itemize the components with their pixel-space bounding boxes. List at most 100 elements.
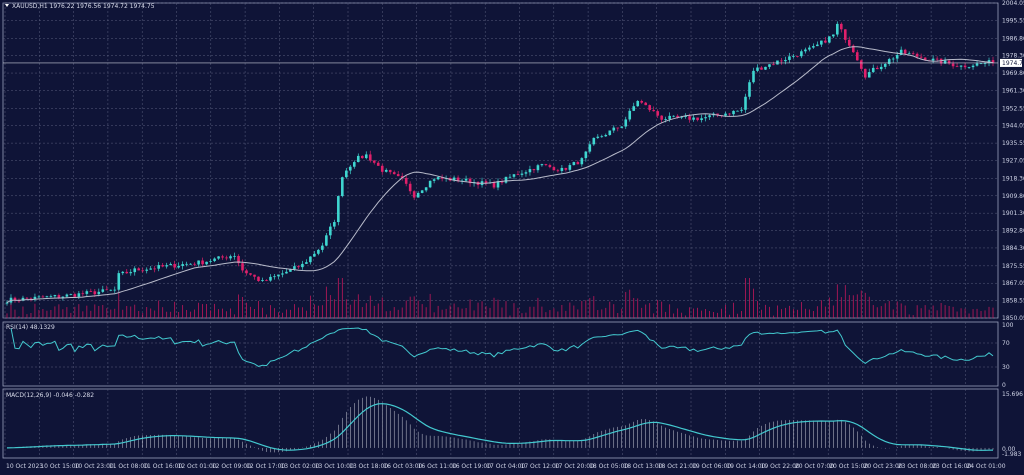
candle-body bbox=[832, 34, 835, 37]
candle-body bbox=[652, 110, 655, 112]
candle-body bbox=[500, 181, 504, 183]
candle-body bbox=[73, 294, 77, 297]
price-tick-label: 2004.05 bbox=[1002, 0, 1024, 7]
candle-body bbox=[285, 271, 288, 274]
candle-body bbox=[329, 226, 332, 236]
candle-body bbox=[684, 116, 687, 118]
candle-body bbox=[113, 289, 117, 291]
price-tick-label: 1875.55 bbox=[1002, 263, 1024, 270]
candle-body bbox=[780, 60, 783, 62]
candle-body bbox=[688, 116, 691, 120]
candle-body bbox=[983, 63, 987, 64]
candle-body bbox=[700, 118, 703, 121]
candle-body bbox=[424, 187, 428, 191]
candle-body bbox=[193, 263, 196, 265]
current-price-tag bbox=[1000, 58, 1022, 67]
candle-body bbox=[205, 261, 208, 265]
candle-body bbox=[277, 274, 280, 277]
candle-body bbox=[388, 169, 392, 173]
candle-body bbox=[692, 117, 695, 120]
candle-body bbox=[101, 289, 105, 292]
candle-body bbox=[440, 177, 444, 179]
candle-body bbox=[341, 177, 344, 197]
candle-body bbox=[556, 170, 560, 172]
candle-body bbox=[524, 172, 528, 174]
candle-body bbox=[321, 245, 324, 250]
candle-body bbox=[516, 174, 520, 176]
candle-body bbox=[468, 178, 472, 184]
time-tick-label: 20 Oct 23:00 bbox=[864, 463, 903, 470]
candle-body bbox=[229, 256, 232, 259]
candle-body bbox=[508, 176, 512, 178]
candle-body bbox=[528, 169, 532, 173]
time-tick-label: 20 Oct 07:00 bbox=[795, 463, 834, 470]
candle-body bbox=[209, 261, 212, 262]
candle-body bbox=[337, 196, 340, 223]
candle-body bbox=[177, 265, 180, 268]
candle-body bbox=[768, 64, 771, 67]
time-tick-label: 13 Oct 02:00 bbox=[280, 463, 319, 470]
candle-body bbox=[37, 296, 41, 298]
candle-body bbox=[17, 300, 21, 302]
price-tick-label: 1892.80 bbox=[1002, 228, 1024, 235]
candle-body bbox=[153, 268, 156, 270]
candle-body bbox=[173, 263, 176, 268]
candle-body bbox=[588, 144, 592, 152]
rsi-tick-label: 0 bbox=[1002, 382, 1006, 389]
candle-body bbox=[185, 263, 188, 265]
candle-body bbox=[931, 58, 935, 61]
candle-body bbox=[724, 113, 727, 116]
rsi-tick-label: 30 bbox=[1002, 364, 1010, 371]
candle-body bbox=[620, 126, 624, 128]
candle-body bbox=[133, 268, 137, 273]
candle-body bbox=[21, 297, 25, 301]
candle-body bbox=[456, 177, 460, 182]
candle-body bbox=[301, 263, 304, 268]
time-tick-label: 20 Oct 15:00 bbox=[829, 463, 868, 470]
candle-body bbox=[955, 66, 959, 68]
candle-body bbox=[496, 181, 500, 188]
candle-body bbox=[676, 115, 679, 118]
candle-body bbox=[808, 47, 811, 50]
candle-body bbox=[943, 60, 947, 64]
candle-body bbox=[400, 176, 404, 179]
candle-body bbox=[317, 249, 320, 254]
rsi-label: RSI(14) 48.1329 bbox=[6, 324, 55, 331]
candle-body bbox=[249, 273, 252, 275]
price-tick-label: 1909.80 bbox=[1002, 193, 1024, 200]
time-tick-label: 16 Oct 03:00 bbox=[383, 463, 422, 470]
price-tick-label: 1858.55 bbox=[1002, 298, 1024, 305]
candle-body bbox=[668, 115, 671, 120]
candle-body bbox=[923, 57, 927, 61]
candle-body bbox=[293, 266, 296, 270]
time-tick-label: 13 Oct 18:00 bbox=[349, 463, 388, 470]
candle-body bbox=[97, 291, 101, 295]
candle-body bbox=[975, 63, 979, 66]
candle-body bbox=[951, 63, 955, 67]
candle-body bbox=[536, 165, 540, 171]
candle-body bbox=[376, 162, 380, 166]
candle-body bbox=[129, 272, 133, 274]
candle-body bbox=[612, 127, 616, 131]
time-tick-label: 23 Oct 08:00 bbox=[898, 463, 937, 470]
candle-body bbox=[544, 164, 548, 166]
candle-body bbox=[800, 51, 803, 57]
candle-body bbox=[600, 136, 604, 138]
candle-body bbox=[640, 100, 644, 103]
candle-body bbox=[117, 273, 121, 290]
candle-body bbox=[392, 172, 396, 175]
candle-body bbox=[851, 45, 855, 53]
candle-body bbox=[364, 154, 368, 159]
candle-body bbox=[436, 177, 440, 180]
candle-body bbox=[560, 167, 564, 171]
candle-body bbox=[77, 293, 81, 297]
candle-body bbox=[416, 192, 420, 198]
time-tick-label: 18 Oct 05:00 bbox=[589, 463, 628, 470]
candle-body bbox=[820, 40, 823, 45]
time-tick-label: 19 Oct 22:00 bbox=[761, 463, 800, 470]
candle-body bbox=[408, 183, 412, 192]
candle-body bbox=[432, 179, 436, 181]
candle-body bbox=[816, 44, 819, 47]
candle-body bbox=[372, 160, 376, 163]
